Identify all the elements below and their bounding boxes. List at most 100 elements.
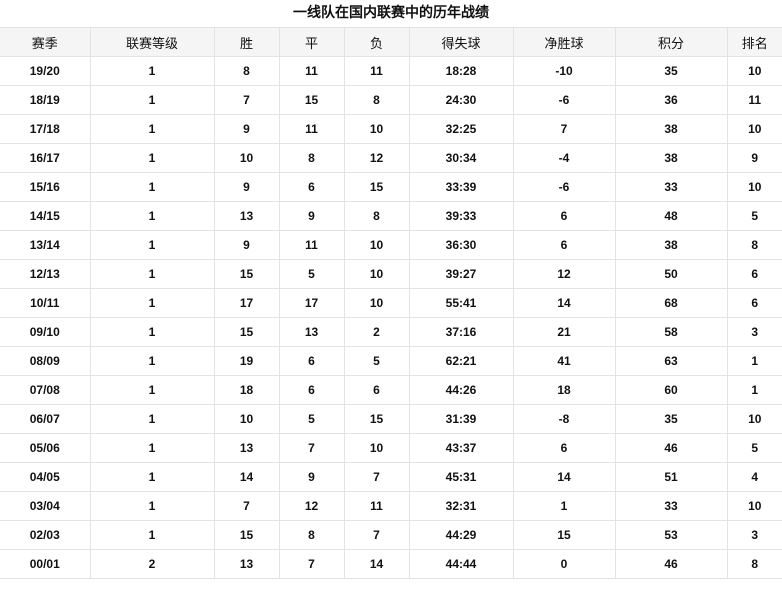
cell-league-level: 2 <box>89 549 215 579</box>
cell-season: 09/10 <box>0 317 91 347</box>
cell-goals: 30:34 <box>408 143 514 173</box>
cell-wins: 15 <box>213 520 280 550</box>
cell-season: 08/09 <box>0 346 91 376</box>
cell-season: 02/03 <box>0 520 91 550</box>
cell-points: 35 <box>614 56 728 86</box>
cell-season: 17/18 <box>0 114 91 144</box>
column-header-league-level: 联赛等级 <box>89 27 215 57</box>
table-row: 14/15 1 13 9 8 39:33 6 48 5 <box>0 201 782 231</box>
cell-wins: 18 <box>213 375 280 405</box>
cell-league-level: 1 <box>89 143 215 173</box>
cell-points: 46 <box>614 433 728 463</box>
cell-draws: 8 <box>278 520 345 550</box>
cell-wins: 8 <box>213 56 280 86</box>
cell-rank: 9 <box>726 143 782 173</box>
cell-losses: 10 <box>343 288 410 318</box>
table-row: 00/01 2 13 7 14 44:44 0 46 8 <box>0 549 782 579</box>
cell-season: 06/07 <box>0 404 91 434</box>
cell-points: 35 <box>614 404 728 434</box>
cell-points: 50 <box>614 259 728 289</box>
table-row: 10/11 1 17 17 10 55:41 14 68 6 <box>0 288 782 318</box>
cell-draws: 7 <box>278 549 345 579</box>
cell-points: 63 <box>614 346 728 376</box>
cell-season: 10/11 <box>0 288 91 318</box>
cell-draws: 6 <box>278 346 345 376</box>
cell-goal-difference: 41 <box>512 346 616 376</box>
cell-rank: 10 <box>726 114 782 144</box>
cell-league-level: 1 <box>89 172 215 202</box>
cell-losses: 11 <box>343 56 410 86</box>
cell-goals: 33:39 <box>408 172 514 202</box>
cell-goals: 45:31 <box>408 462 514 492</box>
cell-wins: 13 <box>213 201 280 231</box>
cell-losses: 5 <box>343 346 410 376</box>
cell-league-level: 1 <box>89 259 215 289</box>
cell-goal-difference: 6 <box>512 201 616 231</box>
cell-losses: 12 <box>343 143 410 173</box>
table-row: 05/06 1 13 7 10 43:37 6 46 5 <box>0 433 782 463</box>
cell-rank: 10 <box>726 404 782 434</box>
cell-league-level: 1 <box>89 317 215 347</box>
cell-goals: 36:30 <box>408 230 514 260</box>
cell-draws: 5 <box>278 259 345 289</box>
cell-goal-difference: -6 <box>512 172 616 202</box>
cell-points: 68 <box>614 288 728 318</box>
cell-goals: 39:27 <box>408 259 514 289</box>
table-row: 08/09 1 19 6 5 62:21 41 63 1 <box>0 346 782 376</box>
cell-season: 19/20 <box>0 56 91 86</box>
table-row: 19/20 1 8 11 11 18:28 -10 35 10 <box>0 56 782 86</box>
cell-goals: 55:41 <box>408 288 514 318</box>
table-row: 09/10 1 15 13 2 37:16 21 58 3 <box>0 317 782 347</box>
cell-goals: 24:30 <box>408 85 514 115</box>
cell-goal-difference: -10 <box>512 56 616 86</box>
cell-draws: 12 <box>278 491 345 521</box>
cell-rank: 5 <box>726 201 782 231</box>
cell-losses: 10 <box>343 114 410 144</box>
cell-losses: 11 <box>343 491 410 521</box>
column-header-goal-difference: 净胜球 <box>512 27 616 57</box>
cell-league-level: 1 <box>89 288 215 318</box>
cell-goal-difference: -6 <box>512 85 616 115</box>
league-record-table: 赛季 联赛等级胜平负得失球 净胜球 积分 排名 19/20 1 8 11 11 18:28 -10 3… <box>0 27 782 579</box>
cell-rank: 3 <box>726 317 782 347</box>
cell-points: 36 <box>614 85 728 115</box>
cell-points: 38 <box>614 143 728 173</box>
cell-wins: 9 <box>213 172 280 202</box>
cell-wins: 7 <box>213 85 280 115</box>
cell-draws: 8 <box>278 143 345 173</box>
cell-season: 18/19 <box>0 85 91 115</box>
cell-draws: 9 <box>278 201 345 231</box>
cell-wins: 15 <box>213 317 280 347</box>
cell-goal-difference: 15 <box>512 520 616 550</box>
cell-rank: 8 <box>726 549 782 579</box>
cell-goals: 18:28 <box>408 56 514 86</box>
cell-losses: 8 <box>343 201 410 231</box>
cell-points: 51 <box>614 462 728 492</box>
cell-league-level: 1 <box>89 491 215 521</box>
cell-points: 53 <box>614 520 728 550</box>
cell-wins: 9 <box>213 230 280 260</box>
cell-losses: 8 <box>343 85 410 115</box>
cell-goals: 43:37 <box>408 433 514 463</box>
cell-league-level: 1 <box>89 520 215 550</box>
cell-goals: 44:44 <box>408 549 514 579</box>
table-row: 04/05 1 14 9 7 45:31 14 51 4 <box>0 462 782 492</box>
table-row: 16/17 1 10 8 12 30:34 -4 38 9 <box>0 143 782 173</box>
cell-goal-difference: 6 <box>512 433 616 463</box>
cell-wins: 7 <box>213 491 280 521</box>
cell-losses: 15 <box>343 404 410 434</box>
cell-points: 46 <box>614 549 728 579</box>
cell-rank: 1 <box>726 375 782 405</box>
cell-season: 07/08 <box>0 375 91 405</box>
cell-rank: 3 <box>726 520 782 550</box>
cell-goal-difference: 18 <box>512 375 616 405</box>
cell-goal-difference: 6 <box>512 230 616 260</box>
cell-league-level: 1 <box>89 404 215 434</box>
cell-losses: 14 <box>343 549 410 579</box>
table-row: 17/18 1 9 11 10 32:25 7 38 10 <box>0 114 782 144</box>
cell-goals: 44:26 <box>408 375 514 405</box>
cell-rank: 6 <box>726 259 782 289</box>
table-row: 06/07 1 10 5 15 31:39 -8 35 10 <box>0 404 782 434</box>
cell-draws: 5 <box>278 404 345 434</box>
column-header-draws: 平 <box>278 27 345 57</box>
